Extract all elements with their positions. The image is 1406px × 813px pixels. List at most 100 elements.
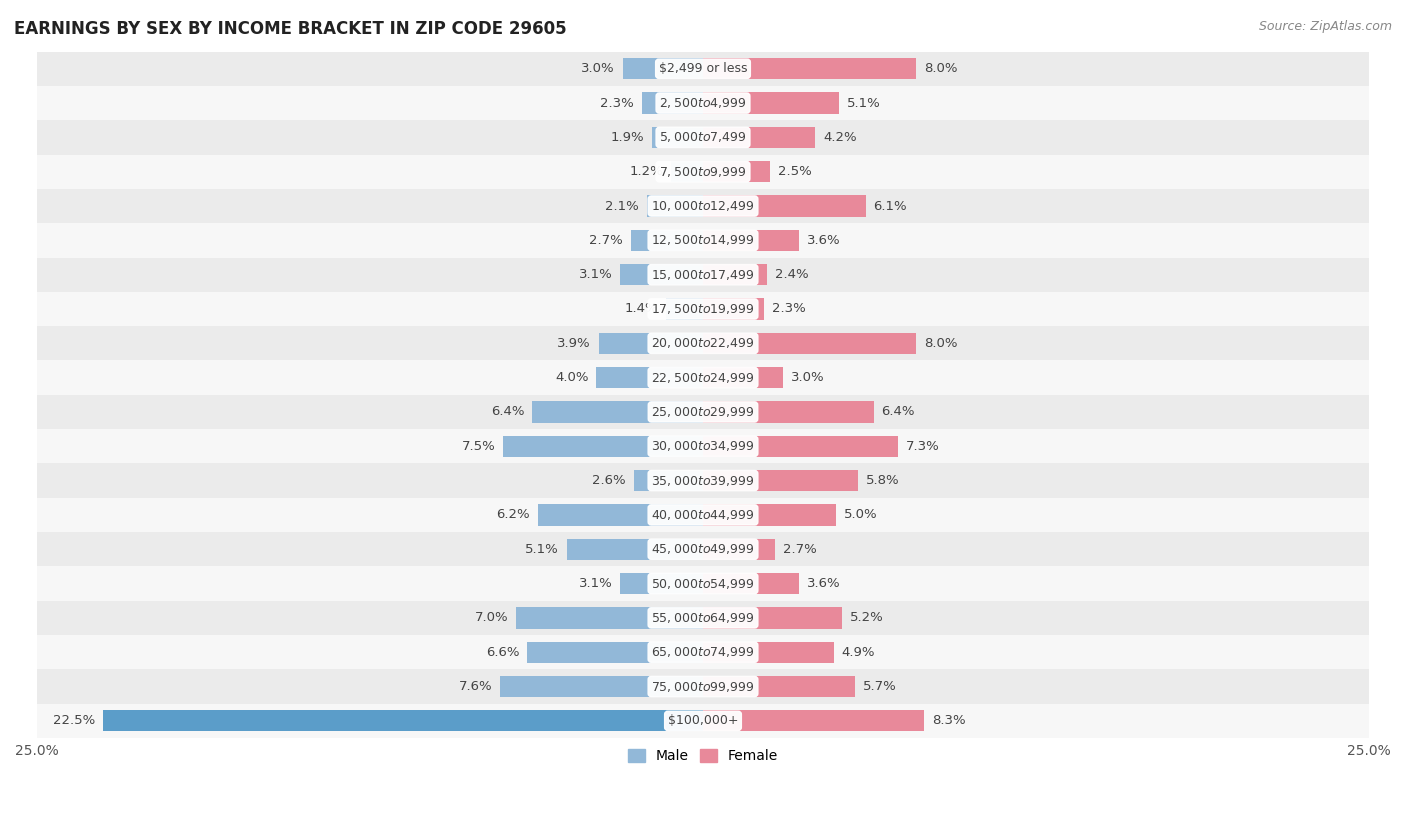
Bar — [37, 154, 1369, 189]
Text: $35,000 to $39,999: $35,000 to $39,999 — [651, 474, 755, 488]
Text: 2.6%: 2.6% — [592, 474, 626, 487]
Text: 4.0%: 4.0% — [555, 371, 589, 384]
Text: 5.1%: 5.1% — [846, 97, 880, 110]
Text: 5.8%: 5.8% — [866, 474, 900, 487]
Text: $30,000 to $34,999: $30,000 to $34,999 — [651, 439, 755, 454]
Text: $15,000 to $17,499: $15,000 to $17,499 — [651, 267, 755, 281]
Bar — [703, 264, 766, 285]
Legend: Male, Female: Male, Female — [623, 744, 783, 769]
Bar — [703, 641, 834, 663]
Bar — [37, 292, 1369, 326]
Text: 8.0%: 8.0% — [924, 337, 957, 350]
Bar — [652, 127, 703, 148]
Text: $17,500 to $19,999: $17,500 to $19,999 — [651, 302, 755, 316]
Bar — [37, 258, 1369, 292]
Text: $25,000 to $29,999: $25,000 to $29,999 — [651, 405, 755, 419]
Text: 1.2%: 1.2% — [630, 165, 664, 178]
Bar — [501, 676, 703, 698]
Bar — [37, 189, 1369, 224]
Bar — [703, 367, 783, 389]
Bar — [37, 326, 1369, 360]
Text: 2.5%: 2.5% — [778, 165, 811, 178]
Text: 2.7%: 2.7% — [589, 234, 623, 247]
Text: 7.3%: 7.3% — [905, 440, 939, 453]
Text: $40,000 to $44,999: $40,000 to $44,999 — [651, 508, 755, 522]
Bar — [703, 573, 799, 594]
Text: $45,000 to $49,999: $45,000 to $49,999 — [651, 542, 755, 556]
Text: 7.5%: 7.5% — [461, 440, 495, 453]
Bar — [703, 161, 769, 182]
Text: $100,000+: $100,000+ — [668, 715, 738, 728]
Text: $5,000 to $7,499: $5,000 to $7,499 — [659, 130, 747, 145]
Text: 3.6%: 3.6% — [807, 234, 841, 247]
Text: 3.9%: 3.9% — [557, 337, 591, 350]
Text: 3.0%: 3.0% — [792, 371, 824, 384]
Text: 6.4%: 6.4% — [491, 406, 524, 419]
Bar — [703, 298, 765, 320]
Bar — [37, 532, 1369, 567]
Text: 2.7%: 2.7% — [783, 543, 817, 556]
Bar — [37, 120, 1369, 154]
Text: EARNINGS BY SEX BY INCOME BRACKET IN ZIP CODE 29605: EARNINGS BY SEX BY INCOME BRACKET IN ZIP… — [14, 20, 567, 38]
Bar — [104, 711, 703, 732]
Bar — [527, 641, 703, 663]
Bar — [516, 607, 703, 628]
Bar — [631, 230, 703, 251]
Text: 3.1%: 3.1% — [579, 268, 613, 281]
Text: 6.1%: 6.1% — [873, 199, 907, 212]
Text: $20,000 to $22,499: $20,000 to $22,499 — [651, 337, 755, 350]
Bar — [37, 704, 1369, 738]
Bar — [703, 470, 858, 491]
Text: 5.7%: 5.7% — [863, 680, 897, 693]
Bar — [703, 93, 839, 114]
Text: 5.1%: 5.1% — [526, 543, 560, 556]
Bar — [37, 498, 1369, 532]
Bar — [37, 224, 1369, 258]
Text: 6.4%: 6.4% — [882, 406, 915, 419]
Bar — [596, 367, 703, 389]
Text: $75,000 to $99,999: $75,000 to $99,999 — [651, 680, 755, 693]
Text: $2,500 to $4,999: $2,500 to $4,999 — [659, 96, 747, 110]
Bar — [37, 86, 1369, 120]
Text: $65,000 to $74,999: $65,000 to $74,999 — [651, 646, 755, 659]
Bar — [620, 573, 703, 594]
Text: $7,500 to $9,999: $7,500 to $9,999 — [659, 165, 747, 179]
Text: 6.6%: 6.6% — [485, 646, 519, 659]
Bar — [37, 429, 1369, 463]
Text: 1.4%: 1.4% — [624, 302, 658, 315]
Bar — [37, 463, 1369, 498]
Text: 3.0%: 3.0% — [582, 63, 614, 76]
Bar — [671, 161, 703, 182]
Text: 5.0%: 5.0% — [844, 508, 877, 521]
Text: 3.1%: 3.1% — [579, 577, 613, 590]
Bar — [703, 711, 924, 732]
Bar — [533, 402, 703, 423]
Text: 4.9%: 4.9% — [842, 646, 875, 659]
Bar — [703, 436, 897, 457]
Text: 7.0%: 7.0% — [475, 611, 509, 624]
Bar — [634, 470, 703, 491]
Text: 2.3%: 2.3% — [600, 97, 634, 110]
Bar — [665, 298, 703, 320]
Text: 3.6%: 3.6% — [807, 577, 841, 590]
Text: 2.3%: 2.3% — [772, 302, 806, 315]
Text: 8.3%: 8.3% — [932, 715, 966, 728]
Bar — [703, 402, 873, 423]
Bar — [703, 538, 775, 560]
Bar — [703, 676, 855, 698]
Bar — [503, 436, 703, 457]
Bar — [647, 195, 703, 217]
Bar — [37, 567, 1369, 601]
Text: 22.5%: 22.5% — [53, 715, 96, 728]
Text: $12,500 to $14,999: $12,500 to $14,999 — [651, 233, 755, 247]
Bar — [567, 538, 703, 560]
Text: $22,500 to $24,999: $22,500 to $24,999 — [651, 371, 755, 385]
Text: $50,000 to $54,999: $50,000 to $54,999 — [651, 576, 755, 590]
Bar — [703, 58, 917, 80]
Text: 5.2%: 5.2% — [849, 611, 883, 624]
Text: 2.1%: 2.1% — [606, 199, 640, 212]
Text: 1.9%: 1.9% — [610, 131, 644, 144]
Bar — [37, 395, 1369, 429]
Bar — [620, 264, 703, 285]
Text: 7.6%: 7.6% — [458, 680, 492, 693]
